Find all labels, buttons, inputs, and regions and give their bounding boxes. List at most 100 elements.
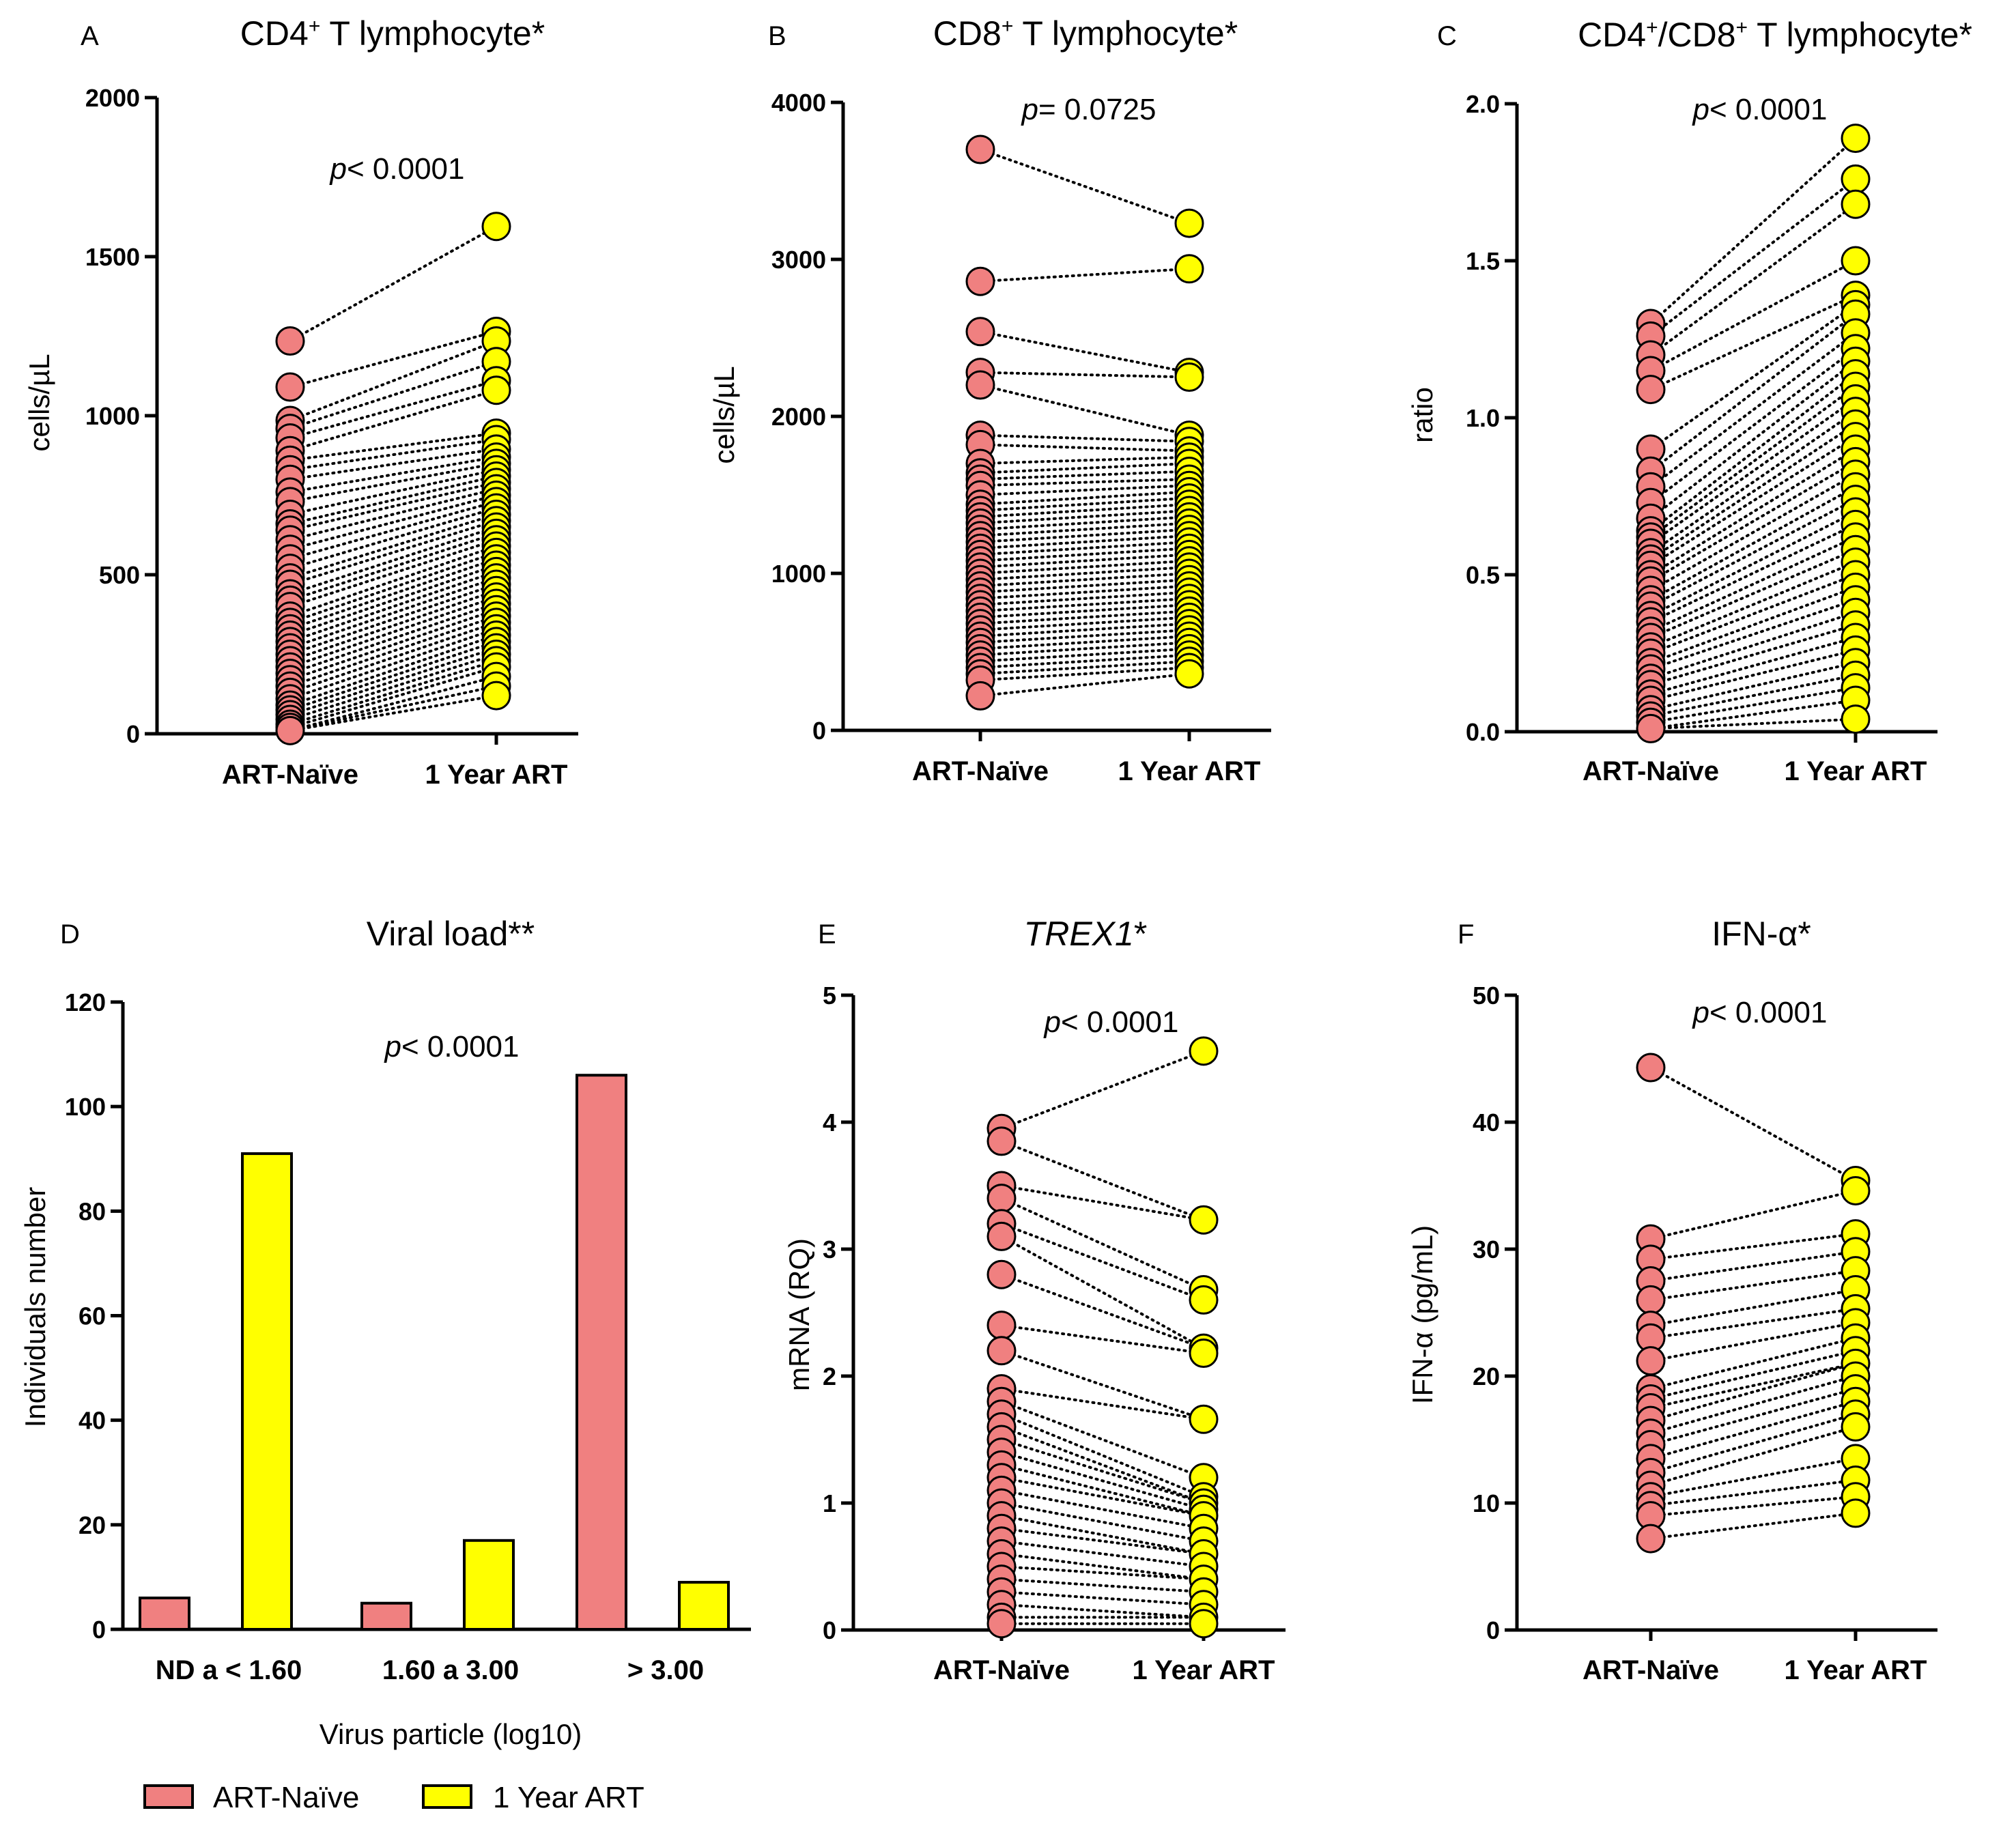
y-tick-label-c: 2.0 [1466, 90, 1500, 118]
plot-d: 0 20 40 60 80 100 120 ND a < 1.60 1.60 a 3.00 > 3… [65, 988, 751, 1685]
point-1-year-art [1189, 1609, 1219, 1639]
pair-line [1649, 686, 1857, 724]
p-value-e: p< 0.0001 [1043, 1005, 1179, 1039]
point-1-year-art [1189, 1404, 1219, 1434]
category-label-c: 1 Year ART [1784, 756, 1927, 786]
point-art-naive [986, 1221, 1017, 1251]
pair-line [1649, 1321, 1857, 1362]
category-label-d: > 3.00 [627, 1655, 704, 1685]
pair-line [979, 578, 1191, 594]
pair-line [1649, 648, 1857, 702]
pair-line [979, 528, 1191, 543]
pair-line [979, 565, 1191, 582]
pair-line [1000, 1438, 1205, 1504]
pair-line [979, 470, 1191, 481]
y-axis-label-c: ratio [1406, 387, 1438, 443]
pair-line [289, 526, 498, 595]
pair-line [289, 360, 498, 430]
pair-line [979, 502, 1191, 519]
pair-line [1000, 1387, 1205, 1421]
legend-swatch-1-year-art [422, 1784, 472, 1809]
bar-art-naive [139, 1597, 190, 1631]
pair-line [1000, 1476, 1205, 1517]
panel-f: F IFN-α* IFN-α (pg/mL) p< 0.0001 0 10 20 30… [1406, 915, 1937, 1685]
pair-line [979, 148, 1191, 225]
pair-line [289, 646, 498, 717]
point-1-year-art [1841, 704, 1871, 734]
pair-line [289, 666, 498, 729]
pair-line [979, 521, 1191, 537]
pair-line [1649, 699, 1857, 730]
point-1-year-art [1174, 659, 1204, 689]
y-tick-label-f: 20 [1473, 1362, 1500, 1390]
pair-line [979, 496, 1191, 512]
pair-line [289, 685, 498, 732]
pair-line [979, 484, 1191, 496]
pair-line [1649, 1375, 1857, 1435]
pair-line [1000, 1412, 1205, 1498]
point-art-naive [965, 681, 995, 711]
pair-line [289, 532, 498, 602]
pair-line [1649, 347, 1857, 504]
panel-letter-e: E [818, 919, 836, 949]
y-axis-label-b: cells/µL [708, 366, 740, 463]
pair-line [1649, 586, 1857, 664]
pair-line [1649, 372, 1857, 532]
y-tick-label-a: 1000 [85, 402, 140, 430]
pair-line [1649, 1412, 1857, 1474]
point-art-naive [986, 1126, 1017, 1156]
pair-line [1649, 1457, 1857, 1498]
pair-line [1649, 1387, 1857, 1446]
pair-line [289, 620, 498, 694]
pair-line [1649, 1495, 1857, 1517]
pair-line [289, 513, 498, 580]
y-tick-label-f: 10 [1473, 1489, 1500, 1517]
pair-line [1649, 313, 1857, 473]
pair-line [1649, 485, 1857, 601]
y-tick-label-d: 0 [92, 1616, 106, 1644]
pair-line [289, 455, 498, 494]
pair-line [1649, 435, 1857, 567]
pair-line [289, 601, 498, 675]
point-art-naive [1636, 1346, 1666, 1376]
pair-line [979, 509, 1191, 525]
p-value-f: p< 0.0001 [1692, 996, 1828, 1029]
y-tick-label-f: 40 [1473, 1109, 1500, 1136]
y-tick-label-e: 5 [823, 982, 836, 1010]
y-axis-label-a: cells/µL [23, 354, 55, 451]
pair-line [979, 371, 1191, 379]
y-tick-label-b: 3000 [771, 246, 826, 274]
point-art-naive [965, 134, 995, 165]
category-label-c: ART-Naïve [1582, 756, 1719, 786]
point-art-naive [986, 1184, 1017, 1214]
category-label-f: 1 Year ART [1784, 1655, 1927, 1685]
pair-line [289, 627, 498, 700]
pair-line [979, 433, 1191, 443]
pair-line [979, 547, 1191, 562]
pair-line [1649, 636, 1857, 696]
y-tick-label-b: 4000 [771, 89, 826, 117]
point-1-year-art [1841, 246, 1871, 276]
pair-line [289, 330, 498, 389]
pair-line [1649, 137, 1857, 325]
panel-d: D Viral load** Individuals number Virus … [19, 915, 751, 1750]
pair-line [979, 610, 1191, 625]
pair-line [979, 641, 1191, 657]
pair-line [979, 572, 1191, 588]
pair-line [1649, 598, 1857, 670]
pair-line [1000, 1552, 1205, 1581]
point-art-naive [1636, 1524, 1666, 1554]
pair-line [1000, 1514, 1205, 1556]
panel-title-a: CD4+ T lymphocyte* [240, 14, 545, 53]
panel-letter-b: B [768, 21, 786, 51]
pair-line [289, 519, 498, 586]
y-tick-label-e: 4 [823, 1109, 836, 1136]
pair-line [979, 462, 1191, 474]
point-art-naive [1636, 1053, 1666, 1083]
pair-line [979, 653, 1191, 669]
pair-line [979, 330, 1191, 374]
y-tick-label-d: 40 [79, 1407, 106, 1435]
panel-letter-c: C [1437, 21, 1457, 51]
pair-line [1649, 1349, 1857, 1401]
point-1-year-art [1841, 124, 1871, 154]
